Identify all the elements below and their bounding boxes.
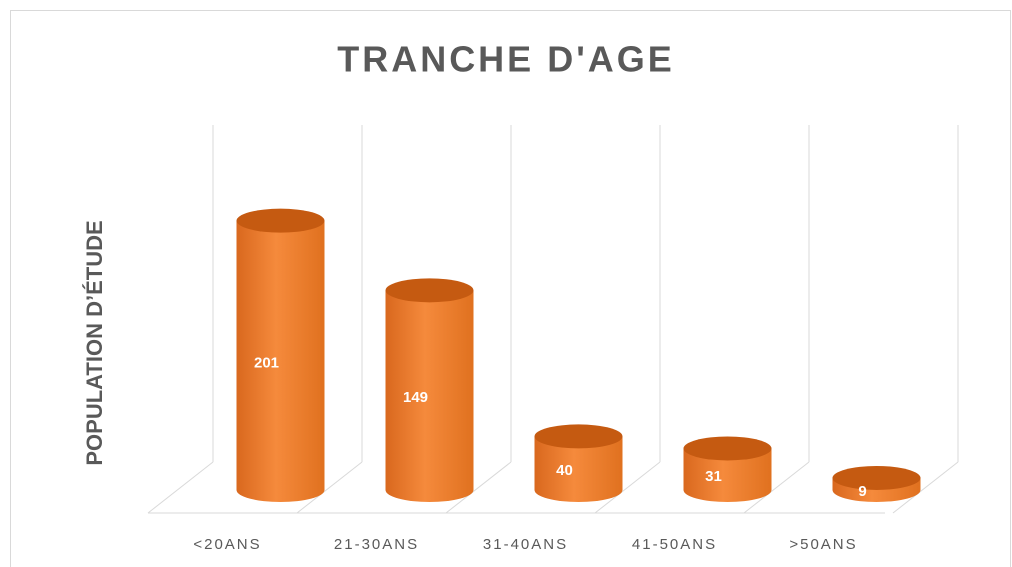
cylinder	[236, 220, 325, 503]
floor-line	[445, 461, 512, 514]
cylinder	[385, 290, 474, 503]
x-tick-label: <20ANS	[193, 536, 261, 553]
data-label: 149	[403, 389, 428, 406]
cylinder	[534, 436, 623, 503]
floor-line	[147, 461, 214, 514]
cylinder	[683, 448, 772, 503]
cylinder-top	[385, 278, 474, 303]
x-tick-label: 31-40ANS	[483, 536, 568, 553]
data-label: 9	[858, 483, 866, 500]
x-tick-label: >50ANS	[789, 536, 857, 553]
x-tick-label: 41-50ANS	[632, 536, 717, 553]
cylinder-top	[683, 436, 772, 461]
y-axis-label: POPULATION D’ÉTUDE	[82, 220, 107, 465]
data-label: 31	[705, 468, 722, 485]
data-label: 201	[254, 354, 279, 371]
cylinder-top	[236, 208, 325, 233]
floor-line	[892, 461, 959, 514]
floor-line	[296, 461, 363, 514]
x-tick-label: 21-30ANS	[334, 536, 419, 553]
floor-line	[743, 461, 810, 514]
data-label: 40	[556, 462, 573, 479]
chart-title: TRANCHE D'AGE	[337, 39, 675, 80]
cylinder-top	[534, 424, 623, 449]
cylinder-top	[832, 465, 921, 490]
floor-line	[594, 461, 661, 514]
